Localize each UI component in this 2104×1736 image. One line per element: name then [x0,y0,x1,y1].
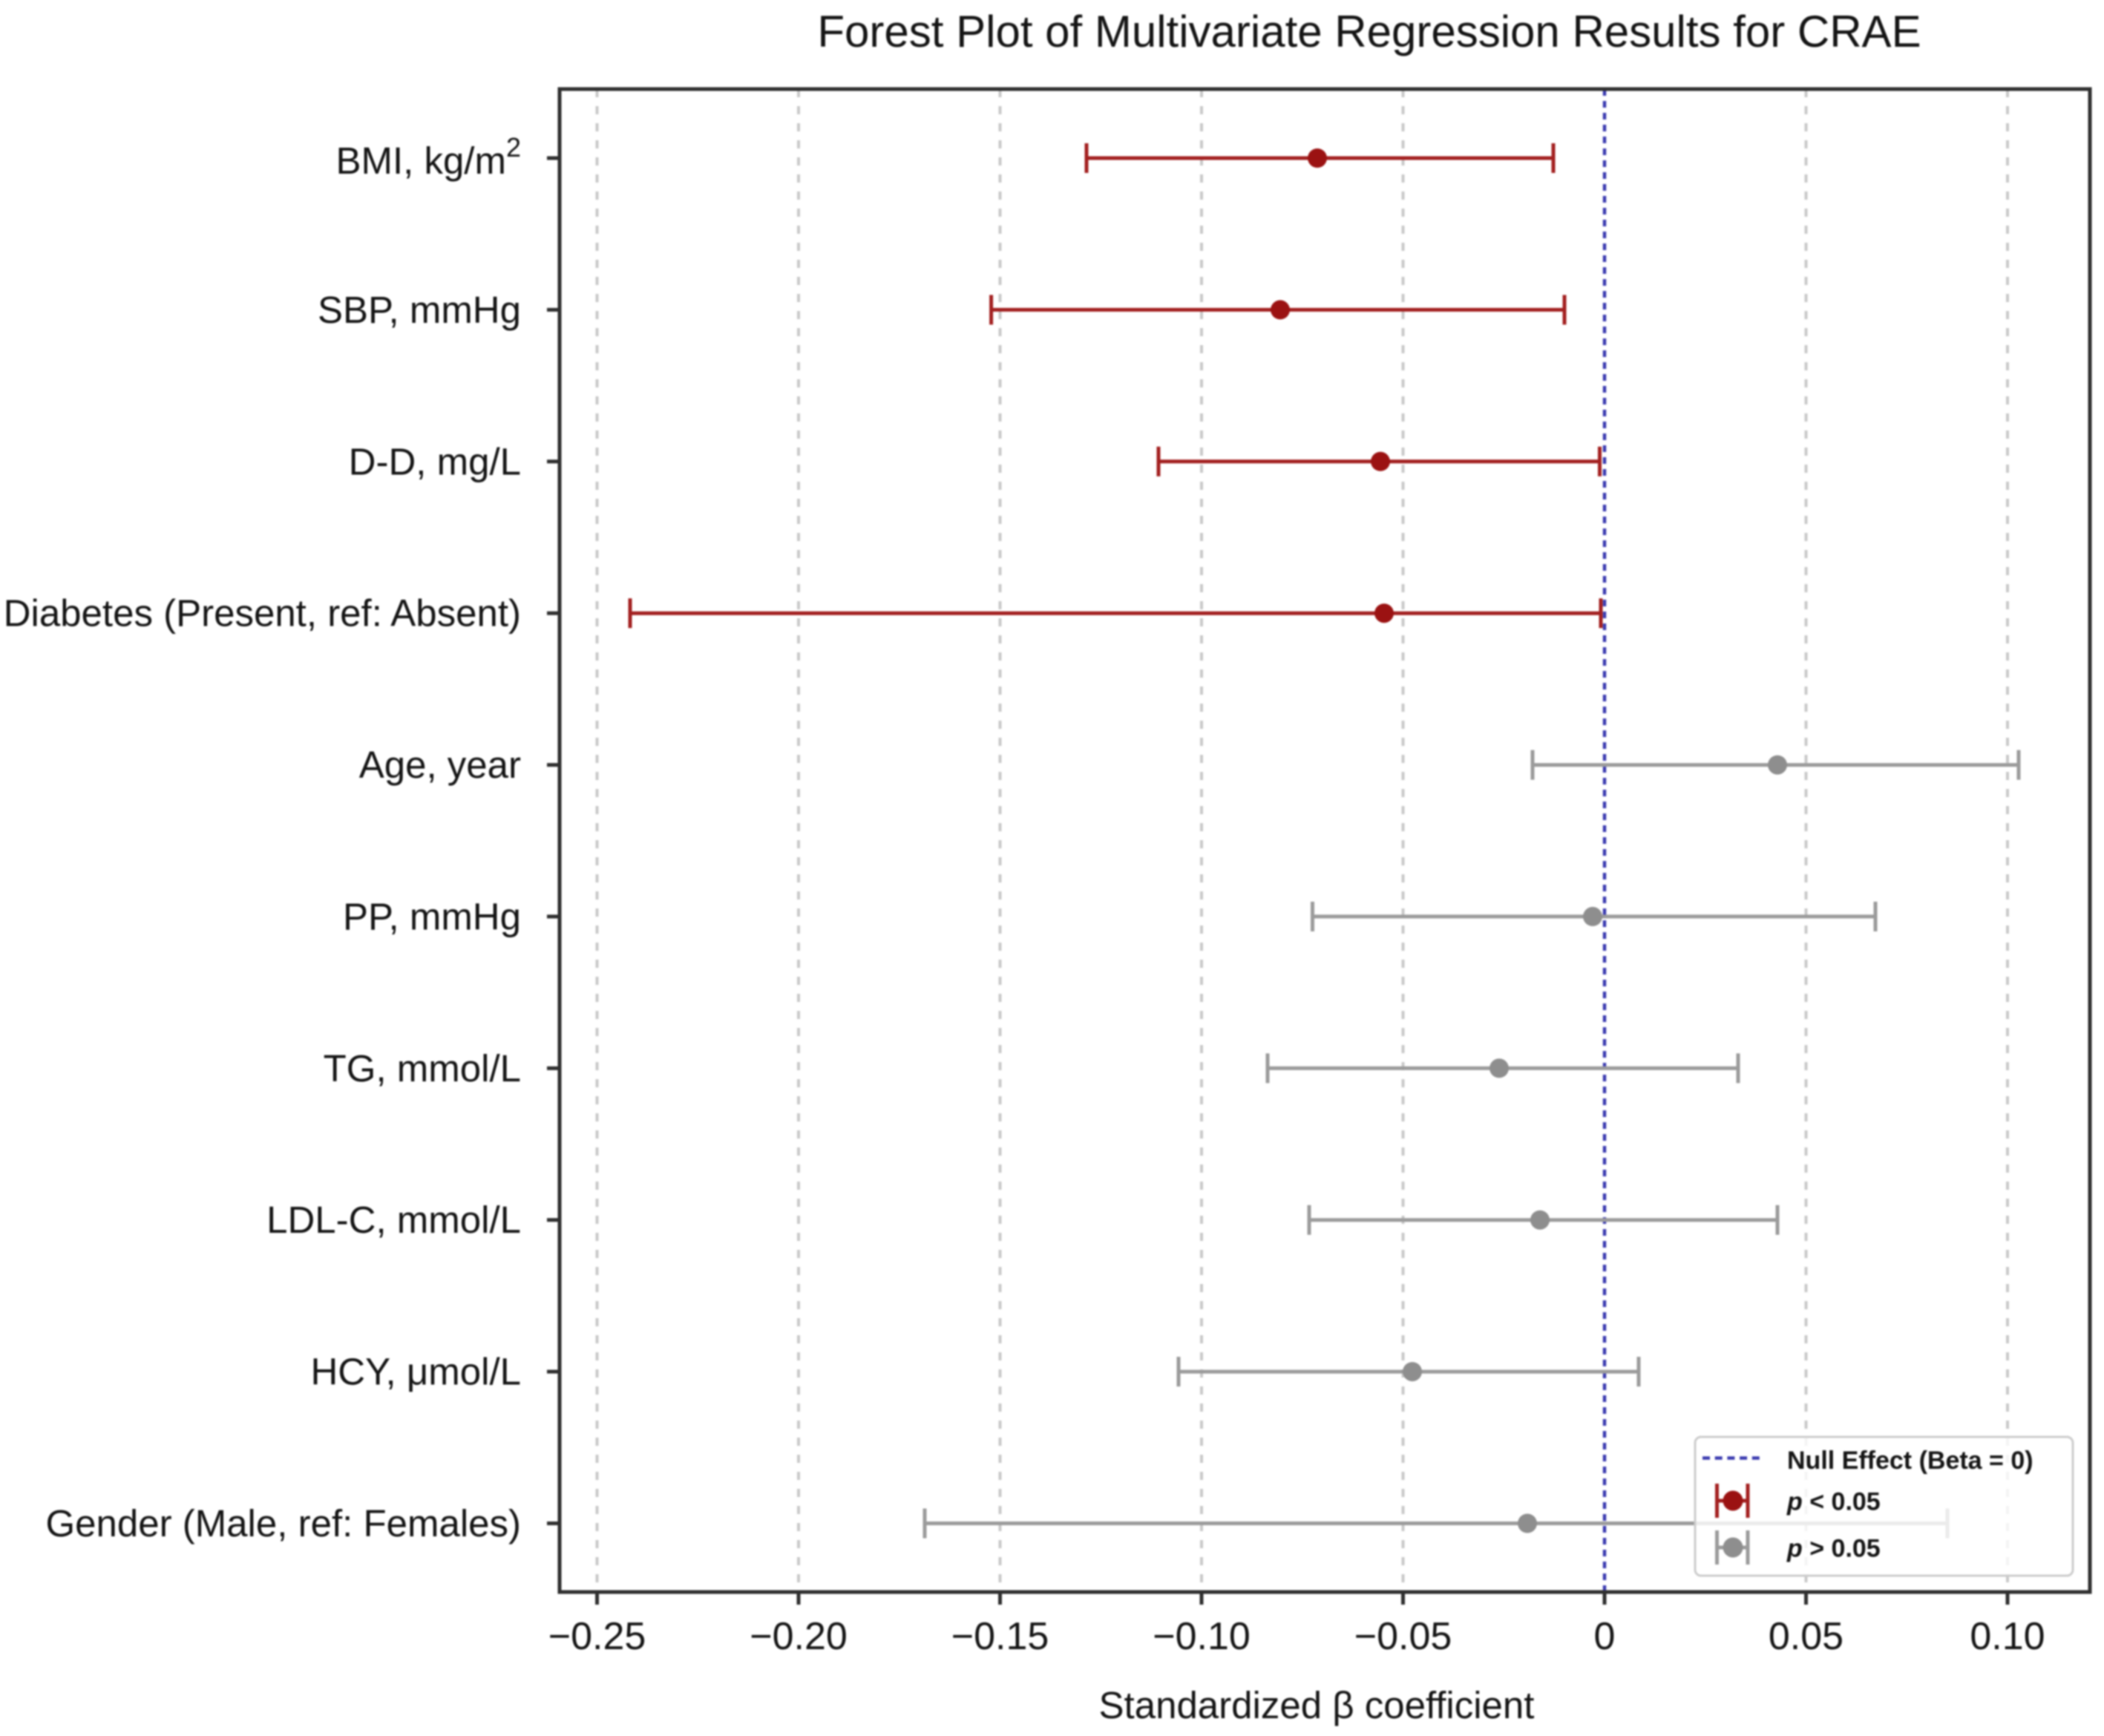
svg-text:p < 0.05: p < 0.05 [1786,1488,1881,1516]
svg-text:−0.25: −0.25 [548,1615,646,1658]
svg-text:Diabetes (Present, ref: Absent: Diabetes (Present, ref: Absent) [4,592,521,635]
svg-text:Standardized β coefficient: Standardized β coefficient [1099,1684,1535,1726]
svg-text:−0.20: −0.20 [750,1615,848,1658]
svg-text:0.05: 0.05 [1769,1615,1844,1658]
svg-text:−0.15: −0.15 [951,1615,1049,1658]
svg-text:−0.05: −0.05 [1354,1615,1452,1658]
svg-text:Age, year: Age, year [359,744,521,786]
svg-text:−0.10: −0.10 [1153,1615,1251,1658]
svg-text:PP, mmHg: PP, mmHg [343,895,521,937]
svg-text:SBP, mmHg: SBP, mmHg [318,289,521,331]
svg-text:0.10: 0.10 [1970,1615,2045,1658]
svg-text:Forest Plot of Multivariate Re: Forest Plot of Multivariate Regression R… [817,7,1921,56]
svg-text:Null Effect (Beta = 0): Null Effect (Beta = 0) [1787,1447,2033,1475]
svg-text:BMI, kg/m2: BMI, kg/m2 [335,132,521,182]
svg-text:Gender (Male, ref: Females): Gender (Male, ref: Females) [45,1502,521,1545]
svg-text:TG, mmol/L: TG, mmol/L [324,1047,521,1090]
svg-text:LDL-C, mmol/L: LDL-C, mmol/L [266,1199,521,1241]
svg-text:HCY, μmol/L: HCY, μmol/L [310,1351,521,1393]
svg-text:D-D, mg/L: D-D, mg/L [349,440,521,482]
svg-text:p > 0.05: p > 0.05 [1786,1534,1881,1562]
svg-text:0: 0 [1594,1615,1616,1658]
